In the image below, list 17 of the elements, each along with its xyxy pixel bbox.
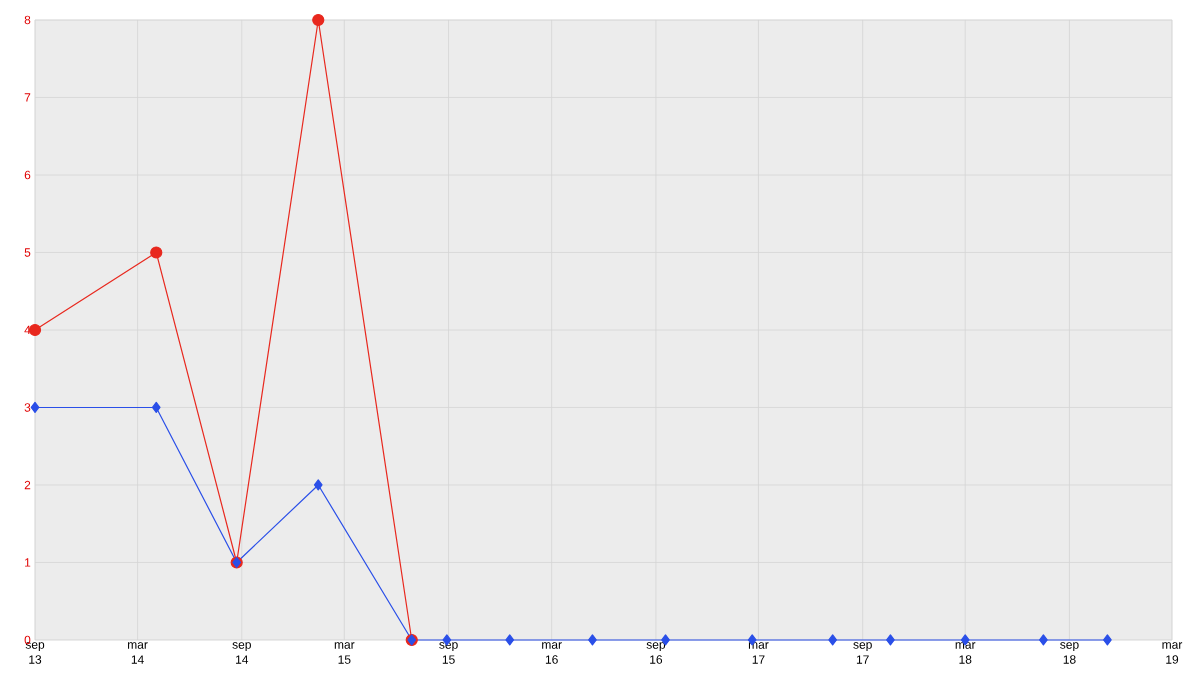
y-tick-label: 8: [24, 15, 31, 25]
x-tick-label: sep 16: [646, 642, 666, 664]
x-tick-label: mar 19: [1162, 642, 1183, 664]
x-tick-label: mar 18: [955, 642, 976, 664]
y-tick-label: 7: [24, 93, 31, 102]
y-tick-label: 3: [24, 403, 31, 412]
x-tick-label: mar 16: [542, 642, 562, 664]
x-tick-label: mar 15: [334, 642, 355, 664]
y-tick-label: 1: [25, 558, 31, 567]
x-tick-label: sep 14: [232, 642, 251, 664]
x-tick-label: sep 17: [853, 642, 872, 664]
y-tick-label: 6: [24, 170, 31, 180]
y-tick-label: 2: [24, 480, 31, 490]
y-tick-label: 4: [24, 325, 31, 335]
y-tick-label: 5: [24, 248, 31, 257]
x-tick-label: sep 18: [1060, 642, 1079, 664]
x-tick-label: mar 14: [128, 642, 148, 664]
